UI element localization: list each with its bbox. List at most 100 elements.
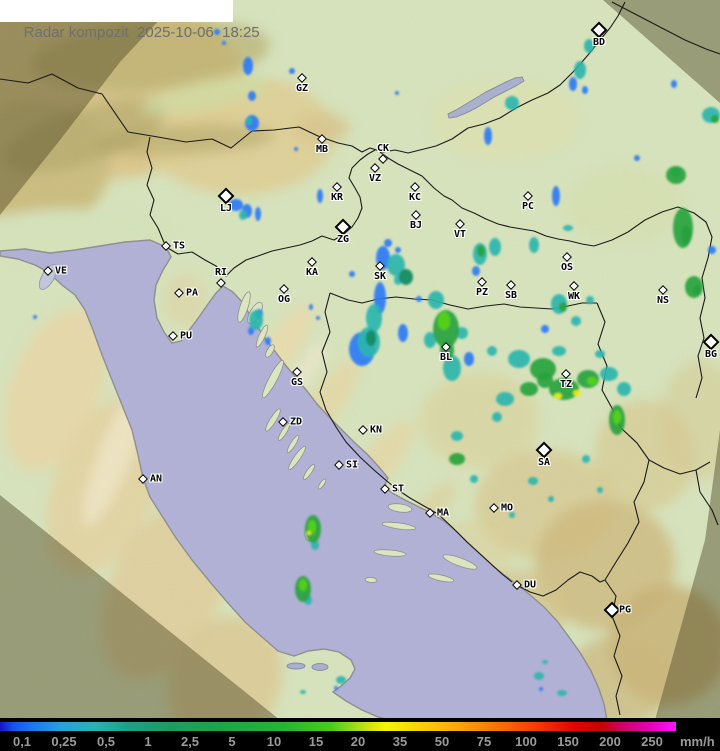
radar-echo [349, 271, 355, 277]
radar-echo [559, 302, 567, 312]
radar-echo [708, 246, 716, 254]
radar-echo [222, 41, 226, 45]
radar-echo [552, 186, 560, 206]
radar-echo [300, 690, 306, 694]
radar-echo [571, 316, 581, 326]
legend-tick-label: 200 [599, 734, 621, 749]
coverage-dim-layer [0, 0, 720, 720]
radar-echo [508, 350, 530, 368]
radar-echo [316, 316, 320, 320]
radar-echo [33, 315, 37, 319]
radar-echo [587, 377, 597, 385]
radar-echo [685, 276, 703, 298]
radar-echo [484, 127, 492, 145]
radar-echo [534, 672, 544, 680]
radar-echo [214, 29, 220, 35]
radar-echo [557, 690, 567, 696]
radar-echo [451, 431, 463, 441]
legend-tick-label: 50 [434, 734, 450, 749]
radar-echo [438, 312, 450, 330]
radar-echo [449, 453, 465, 465]
radar-echo [492, 412, 502, 422]
radar-echo [289, 68, 295, 74]
radar-echo [528, 477, 538, 485]
legend-tick-label: 0,5 [96, 734, 116, 749]
legend-color-scale [0, 722, 676, 731]
radar-echo [334, 686, 338, 690]
radar-echo [539, 687, 543, 691]
radar-echo [617, 382, 631, 396]
legend-tick-label: 75 [476, 734, 492, 749]
radar-echo [487, 346, 497, 356]
radar-echo [246, 117, 252, 125]
radar-echo [586, 296, 594, 304]
radar-echo [470, 475, 478, 483]
radar-echo [613, 410, 621, 424]
radar-echo [582, 86, 588, 94]
legend-tick-label: 15 [308, 734, 324, 749]
radar-echo [563, 225, 573, 231]
radar-echo [573, 390, 581, 396]
radar-echo [477, 245, 485, 257]
radar-echo [395, 247, 401, 253]
radar-echo [336, 676, 346, 684]
legend-tick-label: 1 [144, 734, 152, 749]
radar-echo [520, 382, 538, 396]
radar-echo [464, 352, 474, 366]
radar-echo [634, 155, 640, 161]
radar-echo [472, 266, 480, 276]
legend-tick-label: 2,5 [180, 734, 200, 749]
radar-echo [711, 115, 719, 123]
precipitation-legend: 0,1 0,25 0,5 1 2,5 5 10 15 20 35 50 75 100 150 200 250 m… [0, 718, 720, 751]
radar-echo [399, 269, 413, 285]
radar-echo [387, 254, 405, 276]
radar-echo [384, 239, 392, 247]
radar-echo [574, 61, 586, 79]
legend-tick-label: 10 [266, 734, 282, 749]
radar-echo [505, 96, 519, 110]
radar-echo [584, 39, 594, 53]
radar-echo [595, 350, 605, 358]
radar-echo [299, 579, 307, 591]
radar-echo [489, 238, 501, 256]
radar-echo [239, 210, 247, 220]
legend-tick-label: 100 [515, 734, 537, 749]
legend-tick-label: 0,1 [12, 734, 32, 749]
radar-echo [424, 332, 436, 348]
radar-echo [509, 512, 515, 518]
radar-echo [395, 91, 399, 95]
radar-echo [541, 325, 549, 333]
radar-echo [666, 166, 686, 184]
radar-echo [537, 372, 553, 388]
radar-echo [582, 455, 590, 463]
radar-echo [249, 310, 263, 330]
legend-tick-label: 150 [557, 734, 579, 749]
radar-echo [366, 330, 376, 346]
radar-echo [456, 327, 468, 339]
radar-echo [496, 392, 514, 406]
radar-echo [398, 324, 408, 342]
radar-echo [243, 57, 253, 75]
radar-echo [229, 199, 243, 211]
radar-echo [554, 393, 562, 399]
radar-echo [255, 207, 261, 221]
radar-echo [569, 77, 577, 91]
radar-echo [317, 189, 323, 203]
radar-echo [248, 327, 254, 335]
legend-tick-label: 5 [228, 734, 236, 749]
radar-echo [600, 367, 618, 381]
radar-echo [248, 91, 256, 101]
radar-echo [597, 487, 603, 493]
legend-tick-label: 20 [350, 734, 366, 749]
legend-tick-label: 0,25 [51, 734, 77, 749]
legend-tick-labels: 0,1 0,25 0,5 1 2,5 5 10 15 20 35 50 75 100 150 200 250 m… [0, 732, 720, 750]
radar-echo [552, 346, 566, 356]
radar-echo [542, 660, 548, 664]
radar-echo [307, 531, 311, 535]
radar-echo [673, 208, 693, 248]
radar-echo [308, 520, 316, 534]
title-text: Radar kompozit 2025-10-06 18:25 [23, 24, 260, 41]
